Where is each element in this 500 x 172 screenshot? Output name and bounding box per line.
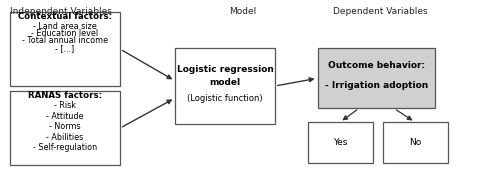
Bar	[10, 91, 120, 165]
Text: Contextual factors:: Contextual factors:	[18, 12, 112, 21]
Text: - Self-regulation: - Self-regulation	[33, 143, 97, 152]
Text: - Total annual income: - Total annual income	[22, 36, 108, 45]
Text: Dependent Variables: Dependent Variables	[332, 7, 428, 16]
Text: - [...]: - [...]	[56, 44, 74, 53]
Text: RANAS factors:: RANAS factors:	[28, 91, 102, 100]
Text: - Risk: - Risk	[54, 101, 76, 110]
Bar	[10, 12, 120, 86]
Text: model: model	[210, 78, 240, 88]
Text: Model: Model	[229, 7, 256, 16]
Text: Independent Variables: Independent Variables	[10, 7, 112, 16]
Text: - Attitude: - Attitude	[46, 112, 84, 121]
Bar	[308, 122, 372, 163]
Text: - Land area size: - Land area size	[33, 22, 97, 31]
Text: (Logistic function): (Logistic function)	[187, 94, 263, 103]
Text: No: No	[409, 138, 421, 147]
Bar	[318, 48, 435, 108]
Text: - Education level: - Education level	[32, 29, 98, 38]
Bar	[175, 48, 275, 124]
Text: Logistic regression: Logistic regression	[176, 65, 274, 74]
Bar	[382, 122, 448, 163]
Text: - Irrigation adoption: - Irrigation adoption	[324, 81, 428, 90]
Text: - Abilities: - Abilities	[46, 132, 84, 142]
Text: Yes: Yes	[333, 138, 347, 147]
Text: - Norms: - Norms	[49, 122, 81, 131]
Text: Outcome behavior:: Outcome behavior:	[328, 61, 425, 69]
